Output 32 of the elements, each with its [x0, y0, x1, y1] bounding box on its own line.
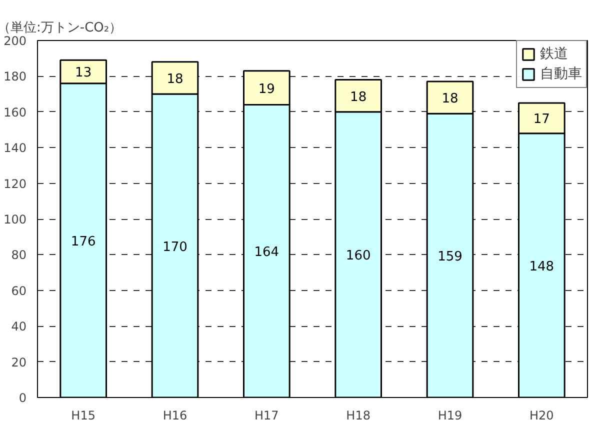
legend-label: 鉄道 [540, 45, 568, 63]
y-tick-label: 120 [4, 176, 26, 191]
y-tick-label: 100 [4, 212, 26, 226]
data-label: 17 [533, 112, 550, 128]
y-tick-label: 200 [4, 34, 26, 48]
x-tick-label: H16 [162, 408, 188, 422]
data-label: 18 [442, 92, 458, 107]
y-tick-label: 140 [4, 141, 26, 156]
y-tick-label: 180 [4, 70, 26, 84]
y-tick-label: 20 [11, 355, 27, 370]
data-label: 148 [529, 259, 554, 274]
y-tick-label: 80 [11, 248, 27, 262]
data-label: 164 [254, 245, 280, 260]
data-label: 160 [346, 248, 371, 264]
data-label: 13 [75, 66, 92, 81]
y-tick-label: 0 [18, 391, 27, 405]
legend-label: 自動車 [540, 65, 582, 83]
x-tick-label: H15 [71, 408, 96, 422]
x-tick-label: H19 [438, 408, 462, 422]
data-label: 176 [70, 234, 96, 250]
y-tick-label: 40 [11, 320, 27, 334]
data-label: 19 [258, 82, 275, 97]
data-label: 18 [350, 90, 367, 105]
data-label: 18 [166, 72, 184, 87]
x-tick-label: H18 [346, 408, 370, 422]
data-label: 170 [162, 240, 188, 255]
x-tick-label: H20 [530, 408, 554, 422]
x-tick-label: H17 [254, 408, 279, 422]
y-tick-label: 60 [11, 284, 27, 298]
chart-title: （単位:万トン-CO₂） [0, 20, 122, 36]
y-tick-label: 160 [4, 105, 26, 120]
data-label: 159 [438, 250, 462, 265]
